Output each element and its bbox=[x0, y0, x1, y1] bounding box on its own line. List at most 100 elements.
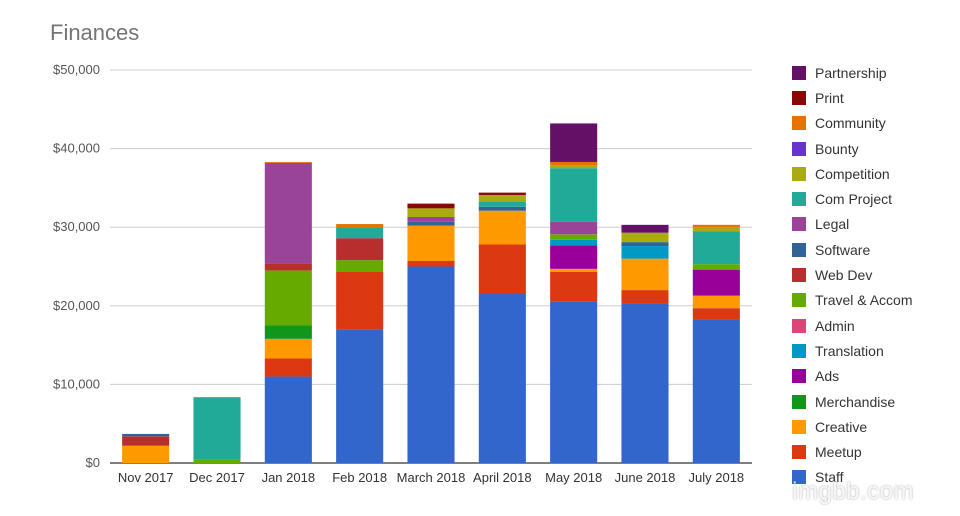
bar-segment-legal[interactable] bbox=[550, 221, 598, 235]
legend-label: Community bbox=[815, 115, 886, 132]
legend-item[interactable]: Bounty bbox=[792, 136, 952, 161]
bar-segment-creative[interactable] bbox=[692, 295, 740, 309]
legend-swatch bbox=[792, 192, 806, 207]
legend-item[interactable]: Community bbox=[792, 111, 952, 136]
bar-segment-legal[interactable] bbox=[264, 162, 312, 264]
legend-item[interactable]: Legal bbox=[792, 212, 952, 237]
legend-item[interactable]: Creative bbox=[792, 414, 952, 439]
bar-segment-translation[interactable] bbox=[621, 246, 669, 259]
bar-segment-meetup[interactable] bbox=[478, 244, 526, 295]
bar-segment-web-dev[interactable] bbox=[264, 263, 312, 271]
bar-segment-creative[interactable] bbox=[621, 258, 669, 291]
bar-segment-meetup[interactable] bbox=[621, 290, 669, 304]
bar-segment-com-project[interactable] bbox=[193, 397, 241, 460]
bar-segment-translation[interactable] bbox=[550, 239, 598, 246]
bar-segment-creative[interactable] bbox=[407, 225, 455, 261]
bar-segment-meetup[interactable] bbox=[550, 272, 598, 302]
legend-item[interactable]: Travel & Accom bbox=[792, 288, 952, 313]
bar-segment-partnership[interactable] bbox=[550, 123, 598, 162]
bar-segment-staff[interactable] bbox=[336, 329, 384, 463]
bar-segment-community[interactable] bbox=[193, 396, 241, 398]
bar-segment-ads[interactable] bbox=[550, 245, 598, 269]
y-tick-label: $30,000 bbox=[53, 219, 100, 234]
legend-item[interactable]: Print bbox=[792, 85, 952, 110]
x-tick-label: June 2018 bbox=[615, 470, 676, 485]
bar-segment-community[interactable] bbox=[336, 224, 384, 228]
legend-swatch bbox=[792, 293, 806, 308]
legend-swatch bbox=[792, 419, 806, 434]
legend-label: Competition bbox=[815, 165, 890, 182]
y-tick-label: $10,000 bbox=[53, 376, 100, 391]
legend-item[interactable]: Web Dev bbox=[792, 262, 952, 287]
bar-segment-community[interactable] bbox=[264, 161, 312, 163]
bar-segment-travel-accom[interactable] bbox=[193, 459, 241, 463]
bar-segment-print[interactable] bbox=[407, 203, 455, 209]
legend-label: Legal bbox=[815, 216, 850, 233]
bar-segment-print[interactable] bbox=[478, 192, 526, 195]
bar-segment-competition[interactable] bbox=[407, 208, 455, 217]
bar-segment-legal[interactable] bbox=[407, 216, 455, 222]
legend-swatch bbox=[792, 268, 806, 283]
bar-segment-meetup[interactable] bbox=[336, 272, 384, 330]
bar-segment-ads[interactable] bbox=[692, 269, 740, 296]
bar-segment-software[interactable] bbox=[478, 206, 526, 211]
bar-segment-staff[interactable] bbox=[478, 294, 526, 463]
bar-segment-travel-accom[interactable] bbox=[264, 270, 312, 326]
bar-segment-partnership[interactable] bbox=[621, 224, 669, 233]
legend-item[interactable]: Staff bbox=[792, 465, 952, 490]
legend-item[interactable]: Software bbox=[792, 237, 952, 262]
legend-item[interactable]: Meetup bbox=[792, 439, 952, 464]
bar-segment-com-project[interactable] bbox=[550, 168, 598, 222]
bar-segment-community[interactable] bbox=[550, 161, 598, 166]
bar-segment-software[interactable] bbox=[621, 242, 669, 247]
legend-swatch bbox=[792, 90, 806, 105]
bar-segment-meetup[interactable] bbox=[264, 358, 312, 377]
legend-label: Print bbox=[815, 89, 844, 106]
bar-segment-staff[interactable] bbox=[692, 319, 740, 463]
legend-item[interactable]: Competition bbox=[792, 161, 952, 186]
bar-segment-staff[interactable] bbox=[550, 301, 598, 463]
bar-segment-travel-accom[interactable] bbox=[550, 234, 598, 240]
legend-swatch bbox=[792, 369, 806, 384]
legend-item[interactable]: Admin bbox=[792, 313, 952, 338]
legend-label: Com Project bbox=[815, 191, 893, 208]
bar-segment-meetup[interactable] bbox=[407, 260, 455, 267]
bar-segment-web-dev[interactable] bbox=[336, 238, 384, 261]
bar-segment-software[interactable] bbox=[122, 433, 170, 437]
bar-segment-competition[interactable] bbox=[692, 227, 740, 232]
bar-segment-competition[interactable] bbox=[478, 194, 526, 202]
legend-swatch bbox=[792, 470, 806, 485]
bar-segment-competition[interactable] bbox=[621, 232, 669, 243]
bar-segment-staff[interactable] bbox=[407, 266, 455, 464]
legend-item[interactable]: Merchandise bbox=[792, 389, 952, 414]
legend-swatch bbox=[792, 318, 806, 333]
bar-segment-travel-accom[interactable] bbox=[692, 264, 740, 270]
bar-segment-creative[interactable] bbox=[264, 338, 312, 359]
bar-segment-community[interactable] bbox=[692, 224, 740, 228]
bar-segment-com-project[interactable] bbox=[478, 201, 526, 207]
x-tick-label: May 2018 bbox=[545, 470, 602, 485]
bar-segment-travel-accom[interactable] bbox=[336, 260, 384, 273]
bar-segment-creative[interactable] bbox=[478, 210, 526, 245]
y-axis-ticks: $0 $10,000 $20,000 $30,000 $40,000 $50,000 bbox=[53, 62, 100, 470]
legend-label: Bounty bbox=[815, 140, 859, 157]
bar-segment-com-project[interactable] bbox=[336, 227, 384, 239]
bar-segment-creative[interactable] bbox=[122, 445, 170, 463]
legend-item[interactable]: Com Project bbox=[792, 186, 952, 211]
bar-segment-merchandise[interactable] bbox=[264, 325, 312, 339]
legend-label: Staff bbox=[815, 469, 844, 486]
bar-segment-software[interactable] bbox=[407, 221, 455, 226]
x-tick-label: March 2018 bbox=[397, 470, 466, 485]
bar-segment-web-dev[interactable] bbox=[122, 436, 170, 446]
bar-segment-competition[interactable] bbox=[550, 165, 598, 169]
legend-item[interactable]: Ads bbox=[792, 364, 952, 389]
bar-segment-com-project[interactable] bbox=[692, 231, 740, 265]
bar-segment-staff[interactable] bbox=[621, 303, 669, 463]
legend-item[interactable]: Partnership bbox=[792, 60, 952, 85]
legend-swatch bbox=[792, 166, 806, 181]
bar-segment-meetup[interactable] bbox=[692, 308, 740, 320]
bar-segment-creative[interactable] bbox=[550, 268, 598, 273]
legend-item[interactable]: Translation bbox=[792, 338, 952, 363]
bar-segment-staff[interactable] bbox=[264, 376, 312, 463]
legend-swatch bbox=[792, 217, 806, 232]
